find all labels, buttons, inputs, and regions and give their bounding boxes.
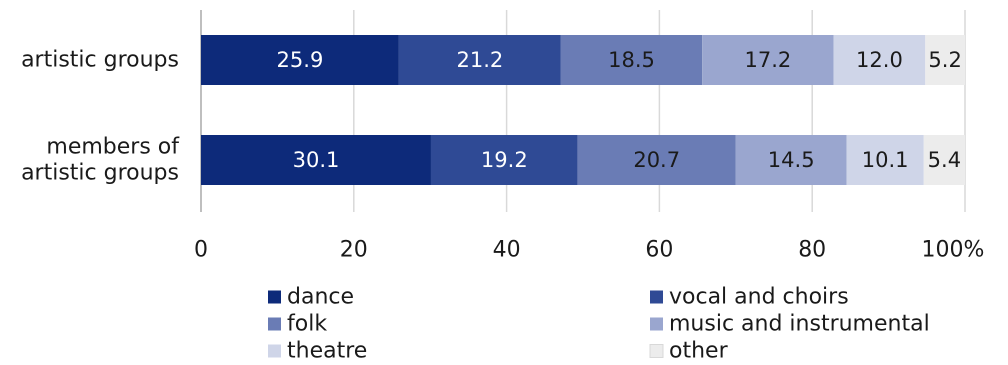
x-tick-label-100pct: 100% [922, 238, 985, 263]
bar-segment-other-1 [925, 35, 965, 85]
data-label-folk-1: 18.5 [608, 48, 655, 72]
bar-segment-dance-2 [201, 135, 431, 185]
bar-segment-music-and-instrumental-1 [702, 35, 834, 85]
category-label-1-line-1: artistic groups [21, 48, 179, 73]
data-label-theatre-1: 12.0 [856, 48, 903, 72]
x-tick-label-20: 20 [340, 238, 368, 263]
category-label-2-line-2: artistic groups [21, 161, 179, 186]
x-tick-label-80: 80 [798, 238, 826, 263]
legend-swatch-music-and-instrumental [650, 317, 663, 331]
x-tick-label-0: 0 [194, 238, 208, 263]
data-label-vocal-and-choirs-1: 21.2 [456, 48, 503, 72]
bar-segment-music-and-instrumental-2 [735, 135, 847, 185]
legend-label-other: other [669, 339, 729, 364]
bar-segment-dance-1 [201, 35, 399, 85]
legend-swatch-folk [268, 317, 281, 331]
data-label-other-1: 5.2 [928, 48, 961, 72]
bar-segment-vocal-and-choirs-2 [430, 135, 578, 185]
bar-segment-folk-2 [577, 135, 736, 185]
x-tick-label-40: 40 [493, 238, 521, 263]
bar-segment-folk-1 [560, 35, 703, 85]
data-label-vocal-and-choirs-2: 19.2 [481, 148, 528, 172]
legend-label-music-and-instrumental: music and instrumental [669, 312, 930, 337]
data-label-music-and-instrumental-2: 14.5 [768, 148, 815, 172]
x-axis-ticks: 0 20 40 60 80 100% [194, 238, 984, 263]
legend-label-dance: dance [287, 285, 354, 310]
legend-swatch-dance [268, 290, 281, 304]
legend-label-vocal-and-choirs: vocal and choirs [669, 285, 849, 310]
legend-swatch-other [649, 344, 664, 358]
data-label-dance-1: 25.9 [277, 48, 324, 72]
bar-segment-theatre-1 [833, 35, 926, 85]
bar-segment-vocal-and-choirs-1 [398, 35, 561, 85]
data-label-theatre-2: 10.1 [862, 148, 909, 172]
legend-swatch-vocal-and-choirs [650, 290, 663, 304]
bar-segments: 25.9 21.2 18.5 17.2 12.0 5.2 30.1 19.2 20.7 14.5 1… [201, 35, 965, 185]
bar-segment-other-2 [923, 135, 965, 185]
data-label-dance-2: 30.1 [293, 148, 340, 172]
legend-swatch-theatre [268, 344, 281, 358]
legend: dance vocal and choirs folk music and instr… [268, 285, 930, 364]
category-label-2-line-1: members of [46, 135, 180, 160]
bar-segment-theatre-2 [846, 135, 924, 185]
data-label-music-and-instrumental-1: 17.2 [745, 48, 792, 72]
data-label-folk-2: 20.7 [633, 148, 680, 172]
x-tick-label-60: 60 [645, 238, 673, 263]
data-label-other-2: 5.4 [928, 148, 961, 172]
legend-label-theatre: theatre [287, 339, 367, 364]
legend-label-folk: folk [287, 312, 327, 337]
